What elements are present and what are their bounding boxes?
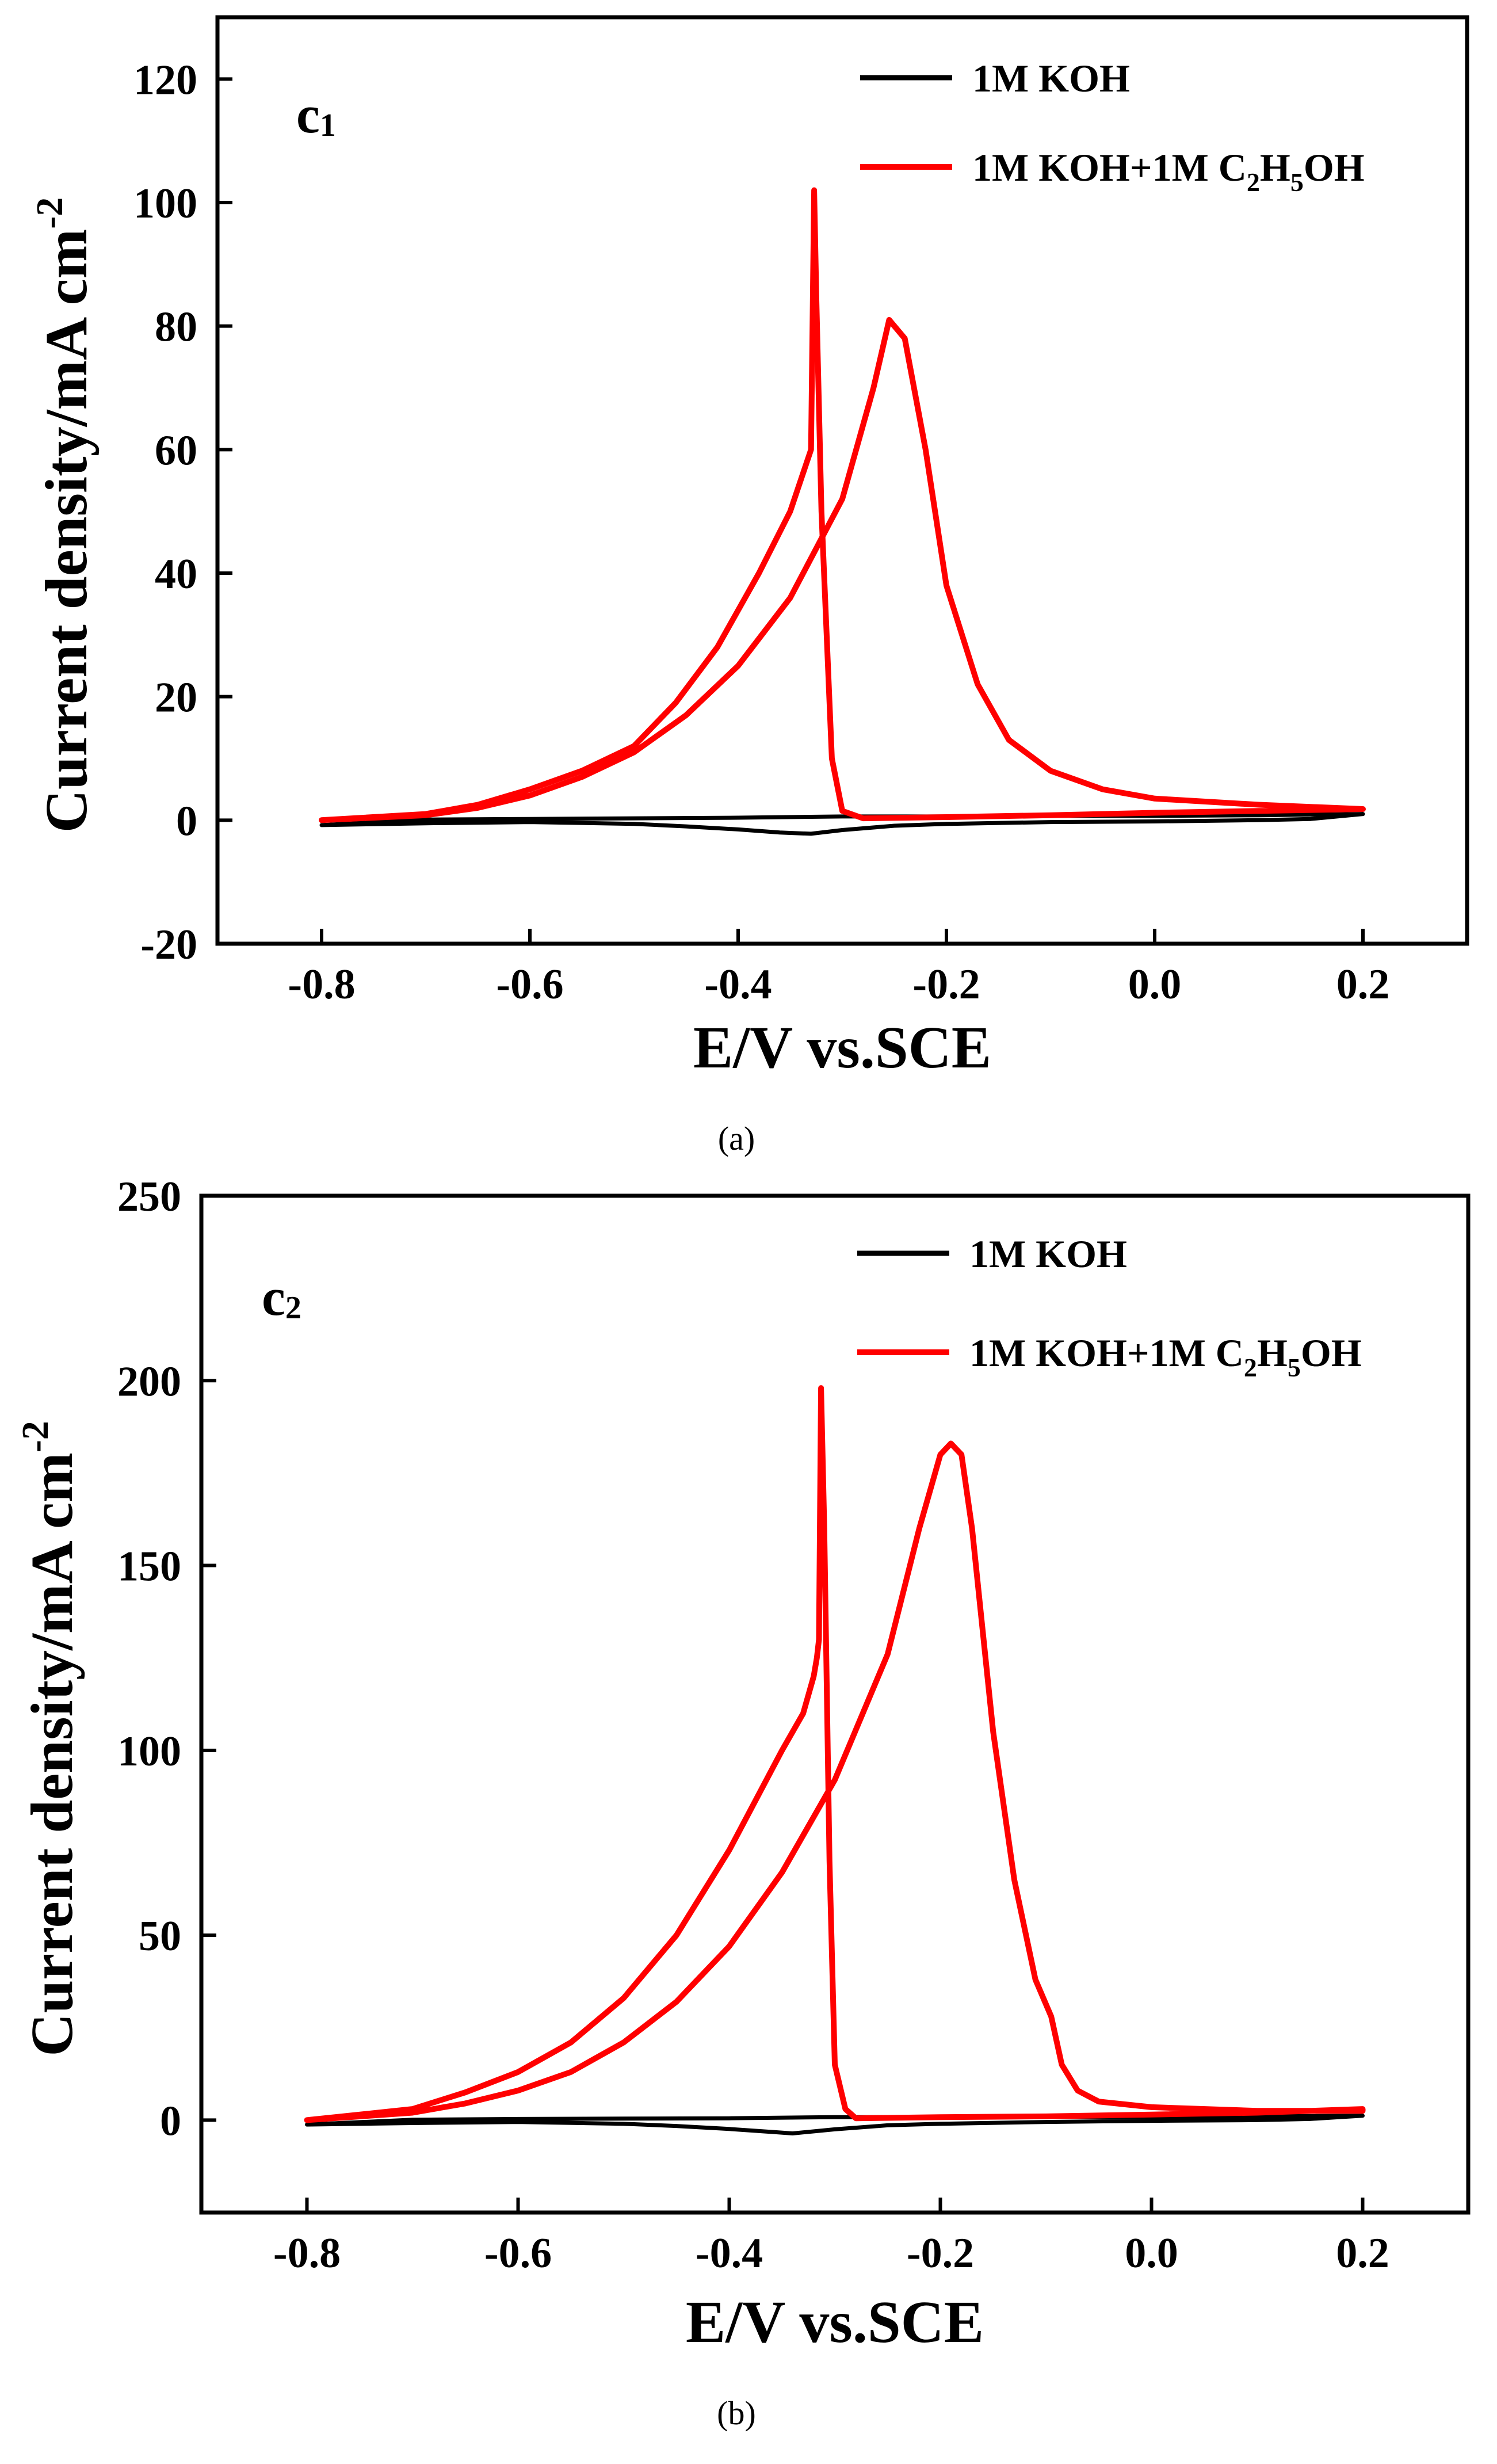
y-tick-label: 200 (117, 1358, 181, 1405)
panel-a-y-axis-title: Current density/mA cm-2 (29, 197, 100, 833)
panel-a-legend: 1M KOH 1M KOH+1M C2H5OH (860, 56, 1365, 197)
panel-a-tag: c1 (296, 85, 336, 144)
panel-b-y-axis-title-sup: -2 (14, 1421, 56, 1452)
panel-b-tag-sub: 2 (285, 1290, 301, 1326)
panel-a-y-axis-title-sup: -2 (29, 197, 71, 229)
y-tick-label: 0 (176, 798, 197, 845)
series-line-koh-ethanol (319, 187, 1366, 823)
legend-label-sub: 5 (1288, 1353, 1301, 1382)
x-tick-label: 0.0 (1128, 961, 1182, 1008)
y-tick-label: 0 (160, 2097, 181, 2145)
legend-label: 1M KOH (969, 1232, 1127, 1276)
panel-b-y-axis-title-main: Current density/mA cm (19, 1452, 85, 2057)
legend-label-part: H (1260, 146, 1290, 189)
y-tick-label: 150 (117, 1543, 181, 1590)
legend-label: 1M KOH+1M C2H5OH (969, 1331, 1362, 1382)
panel-a-ticks (217, 77, 1365, 945)
x-tick-label: -0.2 (912, 961, 980, 1008)
panel-a-series (319, 187, 1366, 836)
panel-a: -0.8 -0.6 -0.4 -0.2 0.0 0.2 -20 0 20 40 60 80 100 120… (29, 15, 1469, 1157)
x-tick-label: -0.2 (907, 2230, 974, 2277)
series-line-koh (305, 2114, 1365, 2135)
x-tick-label: -0.6 (496, 961, 563, 1008)
legend-label-sub: 2 (1244, 1353, 1257, 1382)
x-tick-label: -0.6 (484, 2230, 552, 2277)
legend-label-part: 1M KOH+1M C (972, 146, 1247, 189)
series-line-koh (319, 812, 1365, 836)
panel-b-legend: 1M KOH 1M KOH+1M C2H5OH (857, 1232, 1362, 1382)
series-line-koh-ethanol (304, 1385, 1366, 2123)
panel-b-y-axis-title: Current density/mA cm-2 (14, 1421, 85, 2057)
legend-label-sub: 5 (1290, 167, 1304, 197)
legend-label-part: OH (1304, 146, 1365, 189)
panel-b-tick-labels: -0.8 -0.6 -0.4 -0.2 0.0 0.2 0 50 100 150 200 250 (117, 1173, 1389, 2277)
y-tick-label: 20 (155, 674, 197, 722)
panel-b-series (304, 1385, 1366, 2135)
panel-a-tag-main: c (296, 85, 320, 144)
legend-label-part: OH (1301, 1331, 1362, 1375)
y-tick-label: 40 (155, 551, 197, 598)
y-tick-label: 80 (155, 304, 197, 351)
legend-label-part: 1M KOH+1M C (969, 1331, 1244, 1375)
panel-a-plot-frame (215, 15, 1469, 946)
legend-label: 1M KOH+1M C2H5OH (972, 146, 1365, 197)
panel-a-tick-labels: -0.8 -0.6 -0.4 -0.2 0.0 0.2 -20 0 20 40 60 80 100 120 (133, 56, 1389, 1008)
legend-label-sub: 2 (1247, 167, 1260, 197)
panel-a-tag-sub: 1 (320, 108, 336, 143)
y-tick-label: 100 (133, 180, 197, 227)
panel-b-caption: (b) (717, 2394, 756, 2432)
panel-b-plot-frame (199, 1193, 1471, 2215)
legend-label-part: H (1257, 1331, 1288, 1375)
x-tick-label: -0.8 (273, 2230, 341, 2277)
x-tick-label: -0.8 (288, 961, 355, 1008)
y-tick-label: 50 (139, 1913, 181, 1960)
x-tick-label: -0.4 (704, 961, 772, 1008)
panel-b-tag-main: c (262, 1268, 285, 1326)
y-tick-label: 250 (117, 1173, 181, 1220)
x-tick-label: -0.4 (696, 2230, 763, 2277)
panel-a-x-axis-title: E/V vs.SCE (693, 1014, 991, 1081)
y-tick-label: 60 (155, 427, 197, 474)
panel-b-tag: c2 (262, 1268, 301, 1326)
legend-label: 1M KOH (972, 56, 1130, 100)
panel-a-caption: (a) (718, 1120, 755, 1157)
x-tick-label: 0.0 (1125, 2230, 1178, 2277)
y-tick-label: -20 (140, 921, 197, 968)
x-tick-label: 0.2 (1336, 961, 1390, 1008)
y-tick-label: 100 (117, 1728, 181, 1775)
panel-b-x-axis-title: E/V vs.SCE (686, 2289, 984, 2355)
panel-a-y-axis-title-main: Current density/mA cm (33, 229, 100, 833)
x-tick-label: 0.2 (1336, 2230, 1389, 2277)
y-tick-label: 120 (133, 56, 197, 104)
